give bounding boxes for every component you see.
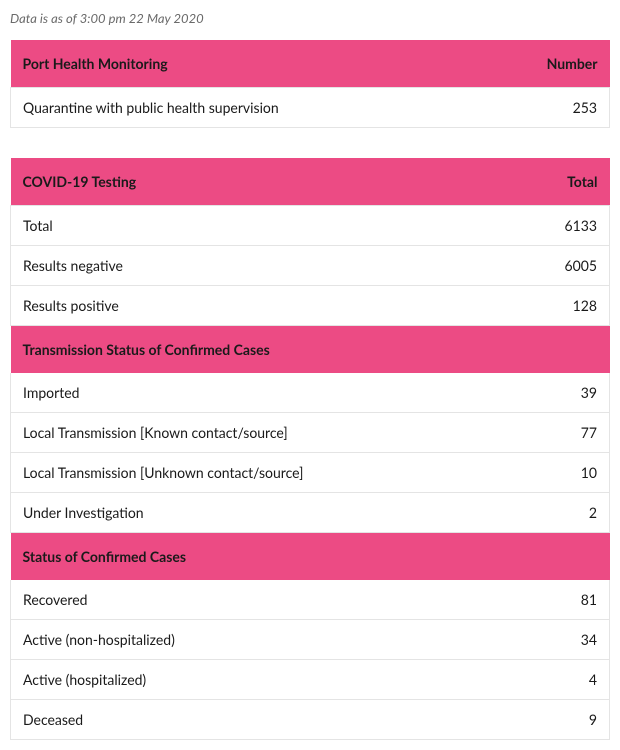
port-health-table: Port Health Monitoring Number Quarantine… [10,40,610,128]
row-label: Results negative [11,246,520,286]
section-header-status: Status of Confirmed Cases [11,533,610,581]
row-label: Active (non-hospitalized) [11,620,520,660]
row-value: 4 [520,660,610,700]
row-label: Under Investigation [11,493,520,533]
table-row: Local Transmission [Known contact/source… [11,413,610,453]
table-row: Results negative 6005 [11,246,610,286]
row-value: 6133 [520,206,610,246]
row-label: Active (hospitalized) [11,660,520,700]
row-value: 2 [520,493,610,533]
row-value: 34 [520,620,610,660]
data-timestamp: Data is as of 3:00 pm 22 May 2020 [10,10,610,26]
row-value: 9 [520,700,610,740]
table-header-row: Port Health Monitoring Number [11,40,610,88]
table-row: Results positive 128 [11,286,610,326]
table-row: Imported 39 [11,373,610,413]
row-label: Quarantine with public health supervisio… [11,88,520,128]
row-label: Imported [11,373,520,413]
row-label: Local Transmission [Unknown contact/sour… [11,453,520,493]
header-label: Port Health Monitoring [11,40,520,88]
row-value: 10 [520,453,610,493]
section-header-transmission: Transmission Status of Confirmed Cases [11,326,610,374]
row-value: 81 [520,580,610,620]
table-row: Deceased 9 [11,700,610,740]
covid-testing-table: COVID-19 Testing Total Total 6133 Result… [10,158,610,740]
row-value: 77 [520,413,610,453]
header-label: COVID-19 Testing [11,158,520,206]
row-label: Local Transmission [Known contact/source… [11,413,520,453]
row-value: 39 [520,373,610,413]
row-value: 6005 [520,246,610,286]
row-label: Total [11,206,520,246]
section-title: Status of Confirmed Cases [11,533,610,581]
header-number: Number [520,40,610,88]
table-row: Active (hospitalized) 4 [11,660,610,700]
table-row: Total 6133 [11,206,610,246]
table-row: Recovered 81 [11,580,610,620]
row-value: 128 [520,286,610,326]
table-header-row: COVID-19 Testing Total [11,158,610,206]
table-row: Under Investigation 2 [11,493,610,533]
row-label: Deceased [11,700,520,740]
row-label: Recovered [11,580,520,620]
row-value: 253 [520,88,610,128]
table-row: Active (non-hospitalized) 34 [11,620,610,660]
section-title: Transmission Status of Confirmed Cases [11,326,610,374]
table-row: Quarantine with public health supervisio… [11,88,610,128]
header-total: Total [520,158,610,206]
table-row: Local Transmission [Unknown contact/sour… [11,453,610,493]
row-label: Results positive [11,286,520,326]
